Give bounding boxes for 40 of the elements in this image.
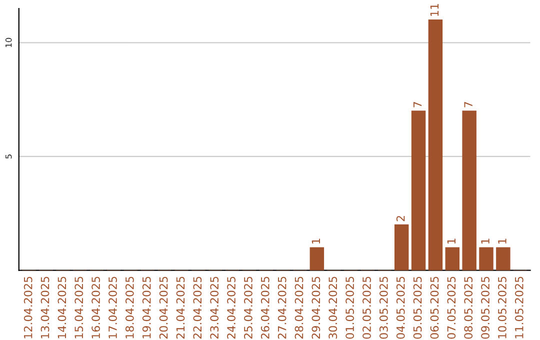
x-tick-label: 08.05.2025 <box>464 276 473 339</box>
x-tick-label: 25.04.2025 <box>244 276 252 339</box>
y-tick-label: 10 <box>5 38 12 48</box>
x-tick-label: 16.04.2025 <box>92 276 100 338</box>
x-tick-label: 01.05.2025 <box>346 276 354 339</box>
x-tick-label: 17.04.2025 <box>108 276 117 338</box>
x-tick-label: 20.04.2025 <box>159 276 168 339</box>
x-tick-label: 18.04.2025 <box>125 276 134 338</box>
x-tick-label: 27.04.2025 <box>278 276 286 339</box>
x-tick-label: 19.04.2025 <box>142 276 151 338</box>
x-tick-label: 28.04.2025 <box>294 276 304 339</box>
x-tick-label: 30.04.2025 <box>328 276 338 339</box>
x-tick-label: 21.04.2025 <box>176 276 185 339</box>
data-label: 1 <box>481 238 490 244</box>
x-tick-label: 14.04.2025 <box>58 276 66 338</box>
x-tick-label: 07.05.2025 <box>447 276 456 339</box>
data-label: 2 <box>396 216 405 222</box>
x-tick-label: 13.04.2025 <box>40 276 50 338</box>
x-tick-label: 26.04.2025 <box>260 276 270 339</box>
x-tick-label: 02.05.2025 <box>362 276 371 339</box>
x-tick-label: 04.05.2025 <box>396 276 405 339</box>
data-label: 1 <box>312 238 320 244</box>
data-label: 1 <box>447 238 456 244</box>
x-tick-label: 11.05.2025 <box>514 276 524 338</box>
data-label: 7 <box>464 102 472 108</box>
x-tick-label: 10.05.2025 <box>498 276 506 338</box>
x-tick-label: 03.05.2025 <box>379 276 388 339</box>
x-tick-label: 05.05.2025 <box>413 276 422 339</box>
x-tick-label: 06.05.2025 <box>430 276 439 339</box>
x-tick-label: 12.04.2025 <box>24 276 32 338</box>
x-tick-label: 23.04.2025 <box>210 276 219 339</box>
data-label: 7 <box>413 102 422 108</box>
x-tick-label: 22.04.2025 <box>193 276 202 339</box>
data-label: 1 <box>498 238 506 244</box>
x-tick-label: 29.04.2025 <box>312 276 320 339</box>
y-tick-label: 5 <box>6 154 12 158</box>
x-tick-label: 24.04.2025 <box>227 276 236 339</box>
data-label: 11 <box>430 4 439 16</box>
x-tick-label: 15.04.2025 <box>74 276 84 338</box>
x-tick-label: 09.05.2025 <box>481 276 490 339</box>
